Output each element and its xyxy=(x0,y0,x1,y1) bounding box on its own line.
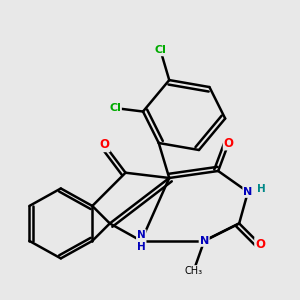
Text: Cl: Cl xyxy=(154,45,166,55)
Text: CH₃: CH₃ xyxy=(184,266,203,276)
Text: Cl: Cl xyxy=(109,103,121,113)
Text: O: O xyxy=(224,136,234,149)
Text: H: H xyxy=(257,184,266,194)
Text: N: N xyxy=(243,187,253,197)
Text: N
H: N H xyxy=(137,230,146,252)
Text: O: O xyxy=(100,138,110,151)
Text: O: O xyxy=(255,238,265,251)
Text: N: N xyxy=(200,236,209,246)
